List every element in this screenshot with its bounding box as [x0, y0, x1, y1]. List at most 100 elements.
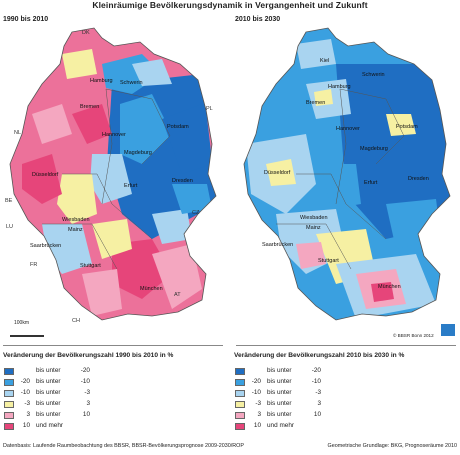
city-label-wiesbaden: Wiesbaden [62, 217, 90, 223]
city-label-mainz: Mainz [68, 227, 83, 233]
divider-right [236, 345, 456, 346]
legend-to: 3 [317, 400, 321, 407]
map-1990-2010: Hamburg Schwerin Bremen Hannover Magdebu… [2, 24, 226, 329]
country-labels-left: DK NL PL BE LU CZ FR AT CH [5, 30, 213, 324]
legend-from: 3 [257, 411, 261, 418]
legend-row: 3 bis unter 10 [235, 411, 385, 422]
legend-mid: bis unter [267, 411, 292, 418]
legend-row: 10 und mehr [235, 422, 385, 433]
legend-mid: bis unter [36, 367, 61, 374]
city-label-magdeburg: Magdeburg [360, 146, 388, 152]
legend-swatch [235, 368, 245, 375]
scale-label: 100km [14, 320, 30, 326]
legend-row: -10 bis unter -3 [235, 389, 385, 400]
choropleth-left [10, 28, 216, 320]
legend-mid: bis unter [267, 389, 292, 396]
city-label-muenchen: München [140, 286, 163, 292]
legend-title-left: Veränderung der Bevölkerungszahl 1990 bi… [3, 352, 174, 359]
legend-from: 10 [22, 422, 30, 429]
legend-row: -10 bis unter -3 [4, 389, 154, 400]
country-label-nl: NL [14, 130, 21, 136]
legend-mid: und mehr [36, 422, 63, 429]
legend-to: 3 [86, 400, 90, 407]
legend-to: -20 [80, 367, 90, 374]
legend-from: -3 [24, 400, 30, 407]
legend-row: 3 bis unter 10 [4, 411, 154, 422]
legend-mid: bis unter [36, 378, 61, 385]
city-label-erfurt: Erfurt [124, 183, 138, 189]
city-labels-right: Kiel Hamburg Schwerin Bremen Hannover Ma… [262, 58, 429, 290]
legend-mid: bis unter [267, 367, 292, 374]
city-label-schwerin: Schwerin [362, 72, 385, 78]
city-label-potsdam: Potsdam [396, 124, 418, 130]
legend-swatch [235, 412, 245, 419]
legend-row: -3 bis unter 3 [235, 400, 385, 411]
country-label-at: AT [174, 292, 181, 298]
legend-mid: bis unter [36, 389, 61, 396]
legend-from: -20 [20, 378, 30, 385]
city-label-stuttgart: Stuttgart [318, 258, 339, 264]
legend-row: -3 bis unter 3 [4, 400, 154, 411]
legend-row: -20 bis unter -10 [235, 378, 385, 389]
legend-row: -20 bis unter -10 [4, 378, 154, 389]
country-label-pl: PL [206, 106, 213, 112]
city-label-hamburg: Hamburg [328, 84, 351, 90]
legend-row: bis unter -20 [235, 367, 385, 378]
map-label-right: 2010 bis 2030 [235, 16, 281, 23]
city-label-muenchen: München [378, 284, 401, 290]
legend-row: 10 und mehr [4, 422, 154, 433]
legend-left: bis unter -20 -20 bis unter -10 -10 bis unter -… [4, 367, 154, 433]
country-label-be: BE [5, 198, 13, 204]
city-label-bremen: Bremen [306, 100, 325, 106]
legend-swatch [235, 423, 245, 430]
city-label-bremen: Bremen [80, 104, 99, 110]
city-labels-left: Hamburg Schwerin Bremen Hannover Magdebu… [30, 78, 193, 292]
page-title: Kleinräumige Bevölkerungsdynamik in Verg… [92, 0, 368, 10]
legend-swatch [4, 412, 14, 419]
legend-to: -3 [84, 389, 90, 396]
choropleth-right [244, 28, 450, 320]
legend-from: -10 [20, 389, 30, 396]
city-label-magdeburg: Magdeburg [124, 150, 152, 156]
legend-mid: bis unter [267, 400, 292, 407]
legend-right: bis unter -20 -20 bis unter -10 -10 bis unter -… [235, 367, 385, 433]
city-label-stuttgart: Stuttgart [80, 263, 101, 269]
city-label-wiesbaden: Wiesbaden [300, 215, 328, 221]
city-label-dresden: Dresden [172, 178, 193, 184]
legend-from: 10 [253, 422, 261, 429]
geometry-source: Geometrische Grundlage: BKG, Prognoseräu… [327, 443, 457, 449]
scale-bar [10, 326, 50, 344]
divider-left [3, 345, 223, 346]
legend-from: 3 [26, 411, 30, 418]
city-label-erfurt: Erfurt [364, 180, 378, 186]
city-label-duesseldorf: Düsseldorf [32, 172, 59, 178]
city-label-saarbruecken: Saarbrücken [30, 243, 61, 249]
city-label-potsdam: Potsdam [167, 124, 189, 130]
legend-swatch [4, 390, 14, 397]
city-label-hamburg: Hamburg [90, 78, 113, 84]
city-label-kiel: Kiel [320, 58, 329, 64]
legend-swatch [4, 379, 14, 386]
city-label-mainz: Mainz [306, 225, 321, 231]
city-label-saarbruecken: Saarbrücken [262, 242, 293, 248]
legend-row: bis unter -20 [4, 367, 154, 378]
legend-swatch [235, 379, 245, 386]
city-label-schwerin: Schwerin [120, 80, 143, 86]
legend-to: -20 [311, 367, 321, 374]
country-label-fr: FR [30, 262, 37, 268]
legend-swatch [235, 390, 245, 397]
city-label-dresden: Dresden [408, 176, 429, 182]
legend-to: 10 [82, 411, 90, 418]
city-label-hannover: Hannover [102, 132, 126, 138]
legend-to: -3 [315, 389, 321, 396]
legend-from: -3 [255, 400, 261, 407]
legend-mid: bis unter [36, 411, 61, 418]
legend-to: 10 [313, 411, 321, 418]
legend-to: -10 [80, 378, 90, 385]
legend-title-right: Veränderung der Bevölkerungszahl 2010 bi… [234, 352, 405, 359]
legend-to: -10 [311, 378, 321, 385]
country-label-dk: DK [82, 30, 90, 36]
copyright-text: © BBSR Bonn 2012 [393, 333, 434, 338]
country-label-cz: CZ [192, 210, 200, 216]
legend-swatch [4, 423, 14, 430]
